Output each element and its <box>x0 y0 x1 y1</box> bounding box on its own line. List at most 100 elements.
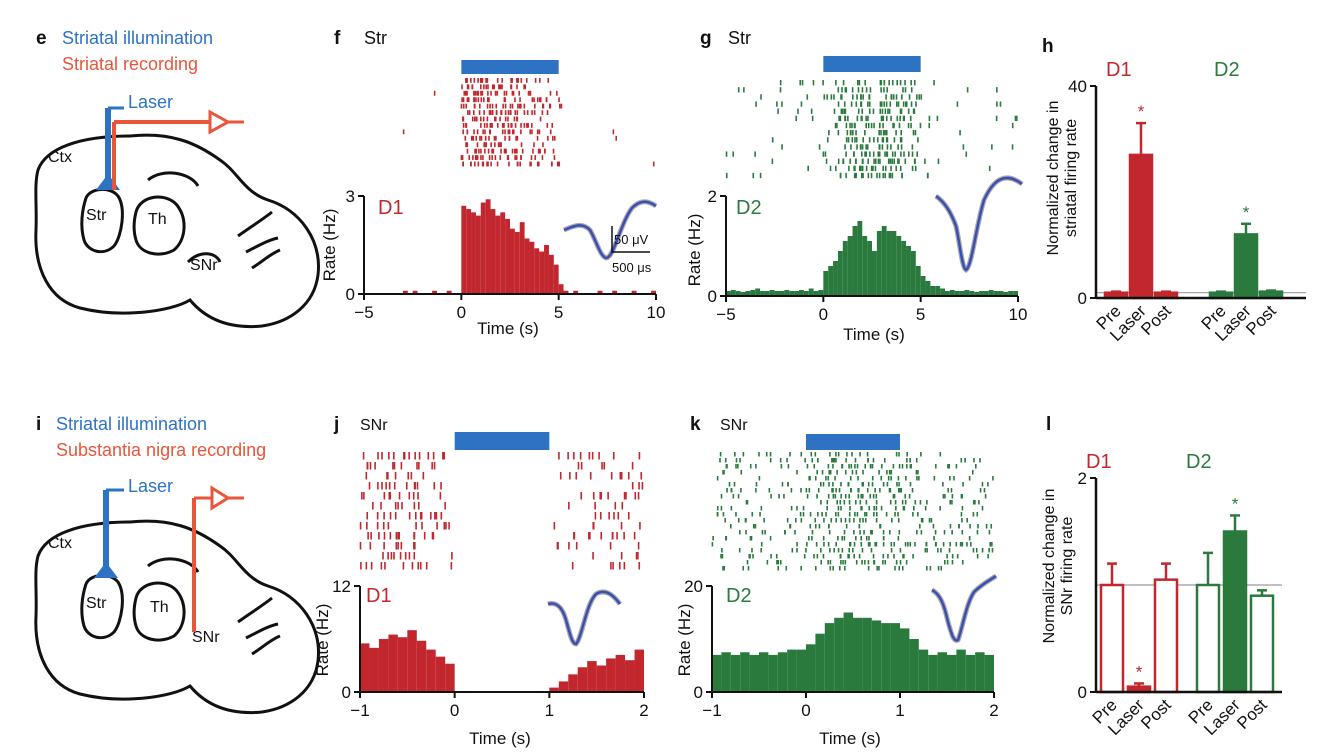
scalebar-voltage-label: 50 μV <box>614 232 649 247</box>
x-tick-label-k: −1 <box>702 701 721 720</box>
recording-electrode-i <box>192 485 244 632</box>
panel-g-tag: D2 <box>736 197 762 219</box>
hist-bar-k <box>956 649 966 692</box>
hist-bar-k <box>928 654 938 692</box>
y-tick-label-g: 2 <box>708 187 717 206</box>
hist-bar-f <box>524 238 530 294</box>
summary-bar-l <box>1195 583 1221 694</box>
hist-bar-f <box>519 222 525 294</box>
hist-bar-j <box>426 649 436 692</box>
summary-bar-l <box>1153 578 1179 694</box>
hist-bar-g <box>779 291 785 296</box>
hist-bar-j <box>388 634 398 692</box>
hist-bar-k <box>824 623 835 692</box>
panel-letter-i: i <box>36 414 41 435</box>
hist-bar-g <box>940 288 945 296</box>
hist-bar-g <box>930 286 936 296</box>
x-tick-label-f: 0 <box>457 303 466 322</box>
panel-letter-j: j <box>333 414 339 435</box>
hist-bar-k <box>890 623 900 692</box>
x-tick-label-f: −5 <box>354 303 373 322</box>
hist-bar-g <box>969 291 975 296</box>
hist-bar-k <box>947 654 957 692</box>
waveform-g <box>934 175 1024 273</box>
region-label-th-2: Th <box>150 599 169 616</box>
hist-bar-g <box>818 290 824 296</box>
hist-bar-f <box>612 290 618 294</box>
region-label-ctx: Ctx <box>48 149 72 166</box>
hist-bar-k <box>721 652 731 692</box>
region-label-snr-2: SNr <box>192 629 220 646</box>
y-tick-label-l: 2 <box>1078 469 1087 488</box>
hist-bar-k <box>965 654 976 692</box>
category-label-h: Post <box>1137 301 1175 339</box>
hist-bar-g <box>1008 291 1014 296</box>
y-axis-label-g: Rate (Hz) <box>685 214 704 287</box>
y-tick-label-l: 0 <box>1078 683 1087 702</box>
hist-bar-f <box>490 209 496 294</box>
laser-bar-j <box>454 432 550 450</box>
hist-bar-j <box>360 643 370 692</box>
region-label-th: Th <box>148 211 167 228</box>
hist-bar-j <box>625 660 635 692</box>
summary-axes-h <box>1094 86 1306 300</box>
hist-bar-k <box>937 652 947 692</box>
hist-bar-k <box>806 644 816 692</box>
hist-bar-g <box>988 290 994 296</box>
hist-bar-g <box>842 241 848 296</box>
hist-bar-j <box>416 640 427 692</box>
significance-star-l: * <box>1136 662 1143 681</box>
waveform-k <box>930 573 998 643</box>
hist-bar-j <box>549 687 559 692</box>
hist-bar-g <box>901 241 907 296</box>
panel-letter-e: e <box>36 28 47 49</box>
hist-bar-g <box>872 251 877 296</box>
hist-j <box>360 630 644 692</box>
panel-e-recording-label: Striatal recording <box>62 54 198 74</box>
hist-bar-g <box>726 291 731 296</box>
panel-l-group-d1: D1 <box>1086 451 1112 473</box>
hist-bar-g <box>993 291 999 296</box>
raster-f <box>402 78 655 167</box>
hist-bar-g <box>833 261 838 296</box>
hist-bar-f <box>514 231 520 294</box>
hist-bar-g <box>823 271 829 296</box>
hist-bar-k <box>862 617 872 692</box>
recording-electrode-e <box>112 109 244 190</box>
hist-bar-k <box>881 623 891 692</box>
hist-bar-k <box>975 652 985 692</box>
axes-j <box>359 586 644 693</box>
hist-bar-g <box>876 231 882 296</box>
hist-bar-k <box>871 620 882 692</box>
hist-bar-k <box>712 654 722 692</box>
panel-l-group-d2: D2 <box>1186 451 1212 473</box>
hist-bar-g <box>847 236 853 296</box>
hist-bar-g <box>915 266 921 296</box>
hist-bar-f <box>651 290 656 294</box>
hist-bar-g <box>789 291 795 296</box>
hist-bar-k <box>815 633 825 692</box>
panel-letter-k: k <box>690 414 701 435</box>
laser-bar-g <box>823 56 921 72</box>
hist-bar-g <box>755 288 761 296</box>
summary-bar-h <box>1128 153 1154 300</box>
hist-bar-g <box>906 246 911 296</box>
x-tick-label-j: 1 <box>545 701 554 720</box>
summary-bar-l <box>1222 530 1248 694</box>
x-tick-label-k: 2 <box>989 701 998 720</box>
y-axis-label-f: Rate (Hz) <box>320 209 339 282</box>
y-tick-label-f: 0 <box>346 285 355 304</box>
panel-g-title: Str <box>728 28 751 48</box>
hist-bar-g <box>813 291 819 296</box>
raster-g <box>725 80 1018 179</box>
y-axis-label-j: Rate (Hz) <box>313 604 332 677</box>
y-tick-label-k: 0 <box>694 683 703 702</box>
hist-bar-f <box>631 290 637 294</box>
brain-sagittal-outline-2 <box>34 519 320 715</box>
x-tick-label-g: 5 <box>916 305 925 324</box>
